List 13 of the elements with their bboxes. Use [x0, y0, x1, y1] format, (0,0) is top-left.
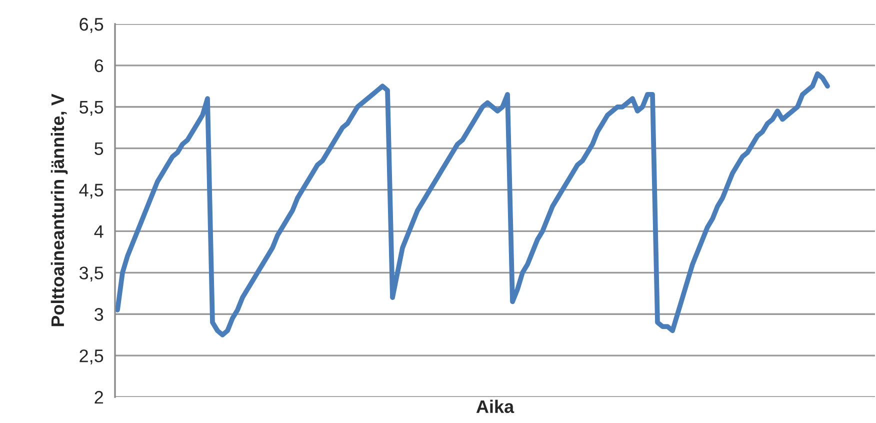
y-tick-label: 5: [94, 142, 104, 156]
line-series: [115, 71, 830, 338]
y-axis-title: Polttoaineanturin jännite, V: [50, 94, 68, 326]
y-tick-label: 6: [94, 59, 104, 72]
y-tick-label: 5,5: [80, 101, 104, 116]
y-tick-label: 4: [94, 225, 104, 238]
y-tick-label: 2,5: [80, 349, 104, 364]
x-axis-title: Aika: [476, 400, 514, 414]
y-tick-label: 3,5: [79, 266, 104, 282]
y-tick-label: 3: [94, 308, 104, 321]
y-tick-label: 4,5: [79, 184, 104, 199]
y-tick-label: 2: [94, 390, 103, 404]
y-tick-label: 6,5: [80, 18, 104, 33]
